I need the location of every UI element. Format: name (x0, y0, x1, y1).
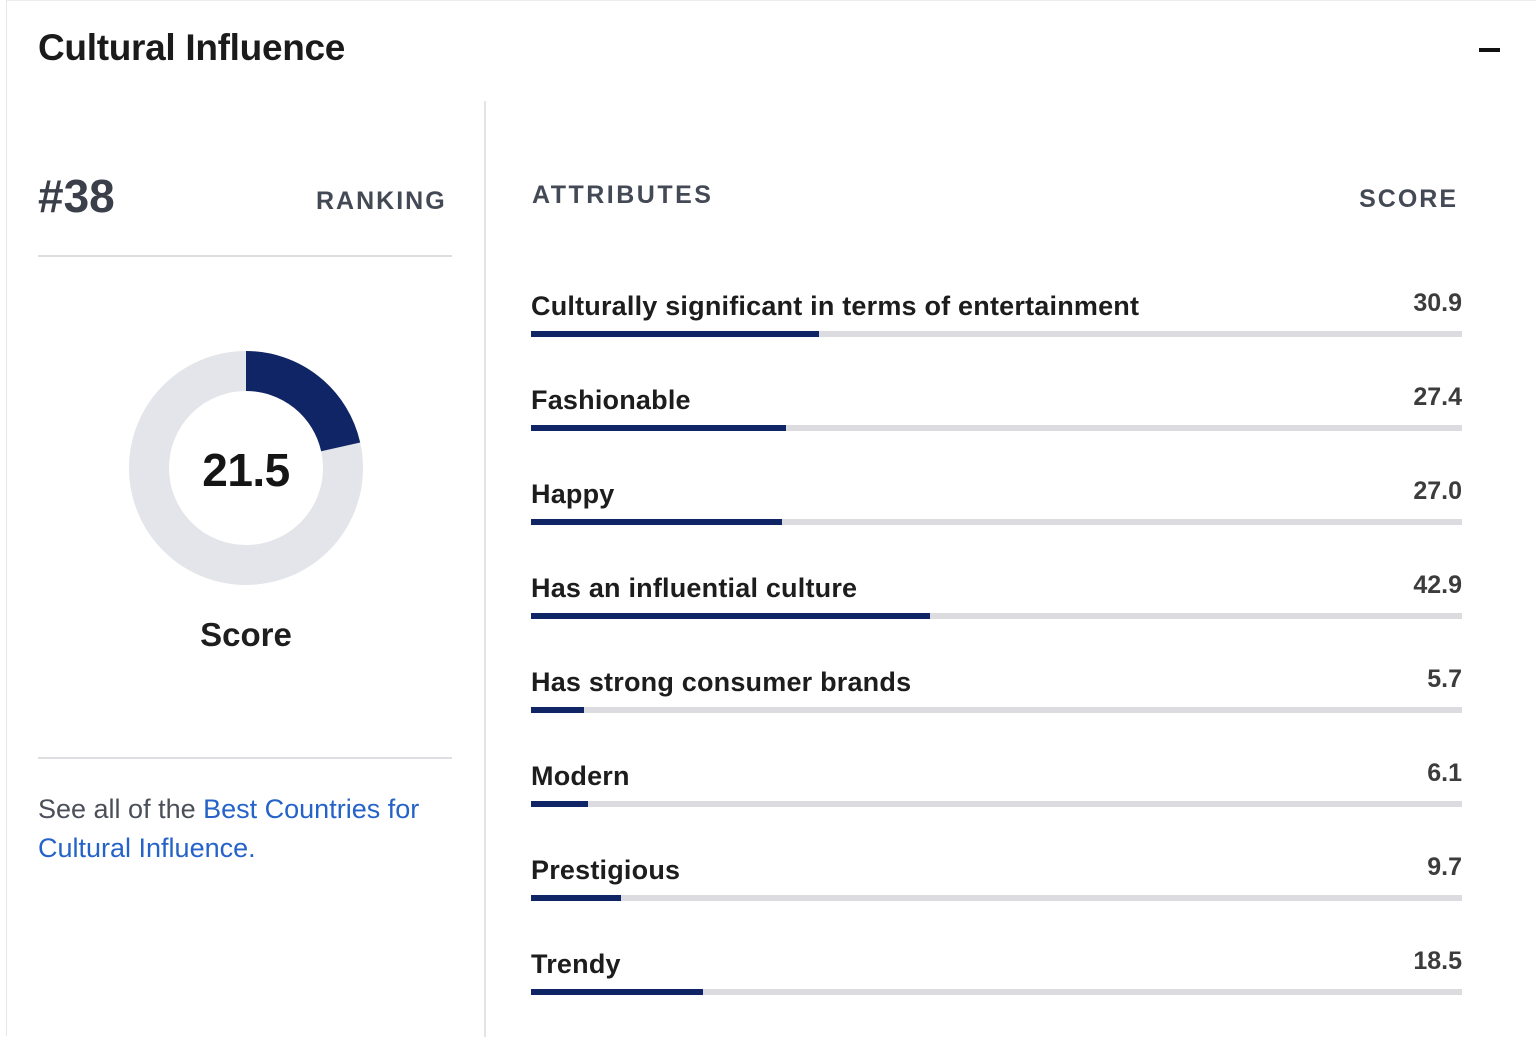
attribute-row: Modern 6.1 (531, 759, 1462, 855)
attribute-row: Has strong consumer brands 5.7 (531, 665, 1462, 761)
attribute-label: Prestigious (531, 855, 681, 885)
attribute-score: 27.0 (1413, 477, 1462, 505)
attribute-label: Fashionable (531, 385, 691, 415)
overall-score-value: 21.5 (202, 444, 290, 496)
attribute-row: Prestigious 9.7 (531, 853, 1462, 949)
score-donut-chart (129, 351, 363, 585)
attribute-bar-fill (531, 331, 819, 337)
best-countries-link[interactable]: Best Countries for Cultural Influence. (38, 794, 420, 863)
attribute-bar-track (531, 895, 1462, 901)
attribute-bar-track (531, 331, 1462, 337)
attribute-score: 42.9 (1413, 571, 1462, 599)
score-label: Score (200, 616, 292, 653)
collapse-button[interactable] (1471, 31, 1511, 67)
see-all-text: See all of the Best Countries for Cultur… (38, 790, 458, 868)
attribute-label: Has an influential culture (531, 573, 858, 603)
attribute-row: Trendy 18.5 (531, 947, 1462, 1043)
attribute-label: Trendy (531, 949, 621, 979)
attribute-bar-track (531, 519, 1462, 525)
attribute-label: Happy (531, 479, 615, 509)
attribute-bar-fill (531, 989, 704, 995)
minus-icon (1479, 48, 1500, 52)
donut-score-arc (245, 351, 361, 452)
column-divider (484, 101, 486, 1037)
attribute-row: Fashionable 27.4 (531, 383, 1462, 479)
attribute-row: Has an influential culture 42.9 (531, 571, 1462, 667)
attribute-label: Culturally significant in terms of enter… (531, 291, 1140, 321)
attribute-row: Culturally significant in terms of enter… (531, 289, 1462, 385)
attributes-header: ATTRIBUTES (532, 181, 714, 209)
attribute-bar-fill (531, 613, 931, 619)
see-all-prefix: See all of the (38, 794, 204, 824)
ranking-number: #38 (38, 170, 115, 222)
ranking-label: RANKING (316, 187, 447, 215)
attribute-label: Modern (531, 761, 630, 791)
attribute-bar-fill (531, 895, 622, 901)
attribute-bar-track (531, 425, 1462, 431)
attribute-row: Happy 27.0 (531, 477, 1462, 573)
attribute-score: 6.1 (1427, 759, 1462, 787)
attribute-score: 18.5 (1413, 947, 1462, 975)
attribute-bar-fill (531, 519, 783, 525)
attribute-score: 9.7 (1427, 853, 1462, 881)
cultural-influence-card: Cultural Influence #38 RANKING 21.5 Scor… (6, 0, 1536, 1037)
attribute-score: 27.4 (1413, 383, 1462, 411)
attribute-bar-track (531, 989, 1462, 995)
divider (38, 255, 452, 257)
attribute-bar-track (531, 707, 1462, 713)
attribute-label: Has strong consumer brands (531, 667, 912, 697)
attribute-score: 5.7 (1427, 665, 1462, 693)
attribute-bar-track (531, 801, 1462, 807)
attribute-bar-fill (531, 425, 787, 431)
card-title: Cultural Influence (38, 27, 346, 68)
attribute-bar-fill (531, 707, 585, 713)
attribute-bar-track (531, 613, 1462, 619)
attribute-score: 30.9 (1413, 289, 1462, 317)
score-header: SCORE (1359, 185, 1458, 213)
divider (38, 757, 452, 759)
attribute-bar-fill (531, 801, 588, 807)
